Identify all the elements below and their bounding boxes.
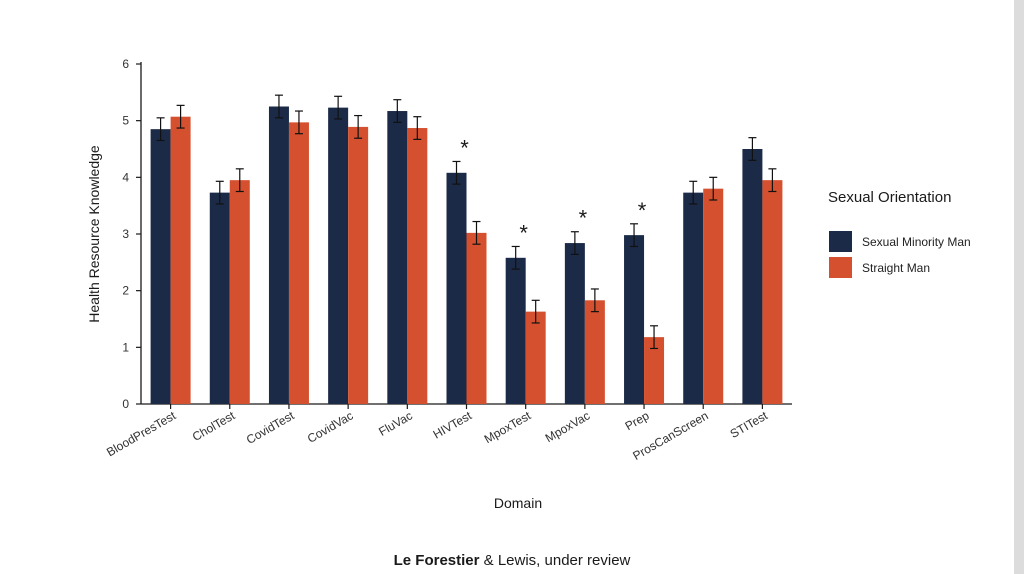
bar [387, 111, 408, 405]
y-tick-label: 0 [122, 397, 129, 411]
bar [525, 311, 546, 404]
bar [683, 192, 704, 404]
bar [170, 116, 191, 404]
x-tick-label: STITest [728, 408, 771, 441]
significance-star: * [519, 220, 528, 245]
bar [446, 172, 467, 404]
x-tick-label: MpoxTest [482, 408, 534, 446]
caption-rest: & Lewis, under review [479, 552, 631, 569]
bar [348, 126, 369, 405]
x-tick-label: CovidTest [244, 408, 297, 447]
bar [624, 235, 645, 404]
bar [407, 128, 428, 405]
x-tick-label: MpoxVac [543, 408, 593, 445]
legend-label: Straight Man [862, 261, 930, 275]
legend-swatch [829, 257, 852, 278]
y-tick-label: 4 [122, 170, 129, 184]
bar [584, 300, 605, 404]
bar [328, 107, 349, 404]
legend-swatch [829, 231, 852, 252]
bar [268, 106, 289, 404]
right-edge-strip [1014, 0, 1024, 574]
x-tick-label: BloodPresTest [104, 408, 179, 459]
bar [209, 192, 230, 404]
y-tick-label: 1 [122, 340, 129, 354]
significance-star: * [638, 198, 647, 223]
y-tick-label: 6 [122, 57, 129, 71]
caption-authors: Le Forestier [393, 552, 480, 569]
y-tick-label: 2 [122, 284, 129, 298]
legend-title: Sexual Orientation [828, 189, 951, 206]
x-tick-label: CovidVac [305, 408, 356, 445]
x-tick-label: HIVTest [431, 408, 475, 441]
bar [150, 129, 171, 404]
bar [703, 188, 724, 404]
legend-label: Sexual Minority Man [862, 235, 971, 249]
bar [644, 337, 665, 404]
bar [466, 232, 487, 404]
y-tick-label: 3 [122, 227, 129, 241]
x-tick-label: Prep [623, 408, 652, 433]
x-tick-label: FluVac [376, 408, 415, 438]
bar [288, 122, 309, 404]
bar [742, 149, 763, 404]
bar [229, 180, 250, 404]
bar [564, 243, 585, 404]
x-tick-label: CholTest [190, 408, 238, 444]
citation-caption: Le Forestier & Lewis, under review [0, 552, 1024, 569]
y-tick-label: 5 [122, 114, 129, 128]
significance-star: * [460, 135, 469, 160]
bar [762, 180, 783, 404]
bar [505, 257, 526, 404]
y-axis-title: Health Resource Knowledge [86, 145, 102, 323]
x-axis-title: Domain [494, 495, 542, 511]
significance-star: * [579, 206, 588, 231]
